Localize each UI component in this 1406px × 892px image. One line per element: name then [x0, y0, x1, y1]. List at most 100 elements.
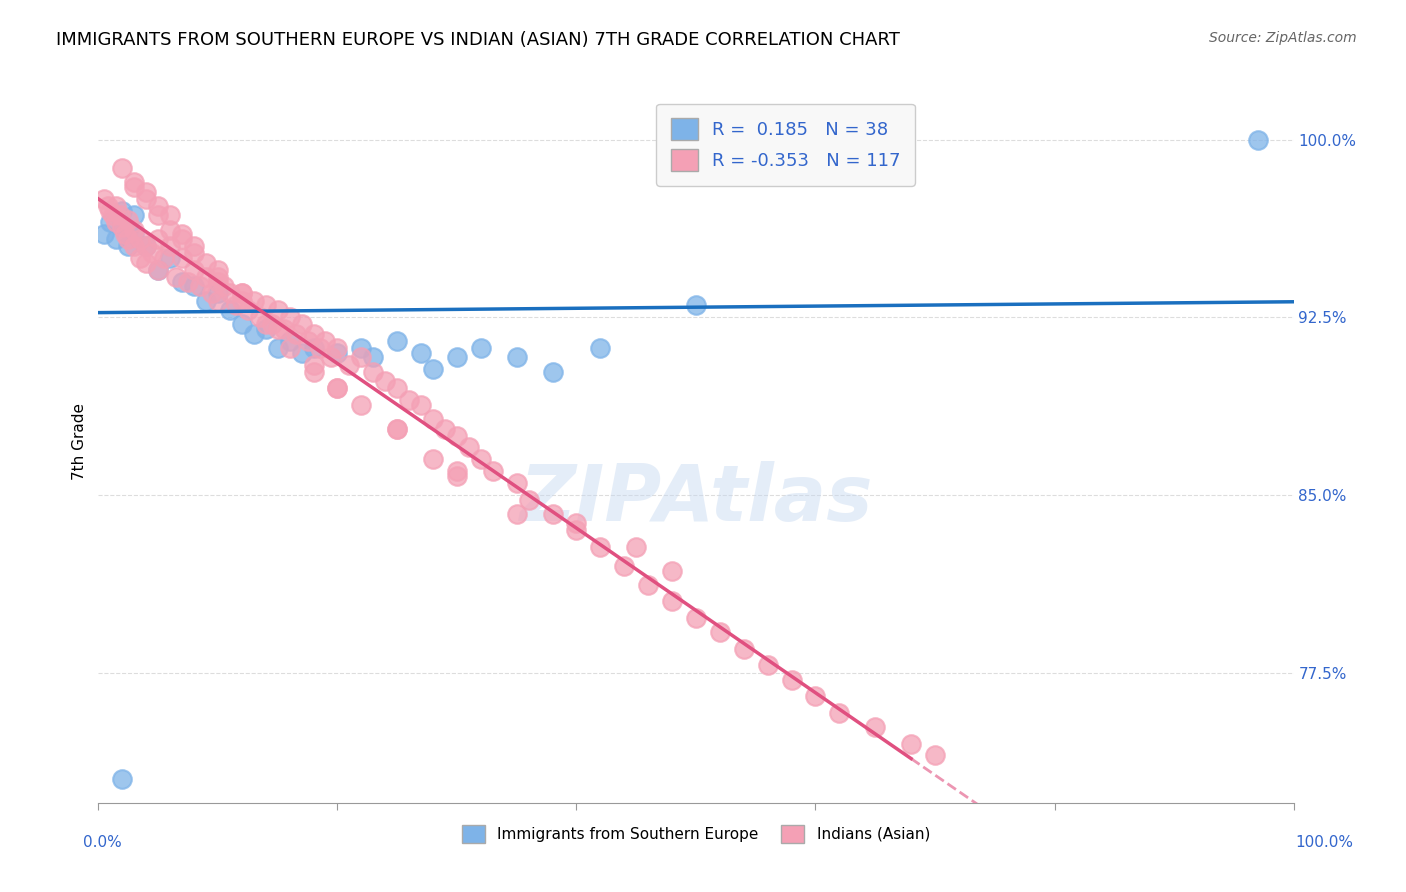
- Point: [124, 227, 146, 242]
- Point: [302, 326, 325, 341]
- Point: [733, 641, 755, 656]
- Point: [231, 318, 253, 332]
- Point: [517, 492, 540, 507]
- Point: [385, 334, 409, 348]
- Point: [98, 203, 122, 218]
- Point: [207, 275, 229, 289]
- Point: [159, 222, 181, 236]
- Point: [207, 293, 229, 308]
- Point: [756, 658, 779, 673]
- Point: [129, 232, 152, 246]
- Point: [159, 208, 181, 222]
- Point: [105, 215, 128, 229]
- Point: [470, 452, 492, 467]
- Point: [219, 286, 242, 301]
- Point: [148, 199, 170, 213]
- Point: [297, 334, 319, 348]
- Point: [114, 227, 136, 242]
- Point: [267, 341, 290, 355]
- Point: [900, 737, 922, 751]
- Point: [661, 564, 683, 578]
- Point: [780, 673, 803, 687]
- Point: [219, 303, 242, 318]
- Point: [93, 192, 115, 206]
- Point: [326, 345, 349, 359]
- Point: [291, 345, 314, 359]
- Point: [434, 421, 457, 435]
- Point: [101, 208, 124, 222]
- Point: [446, 351, 468, 365]
- Point: [385, 421, 409, 435]
- Point: [111, 772, 134, 786]
- Point: [422, 362, 444, 376]
- Text: ZIPAtlas: ZIPAtlas: [519, 461, 873, 537]
- Point: [148, 208, 170, 222]
- Point: [172, 275, 194, 289]
- Point: [105, 232, 128, 246]
- Point: [243, 293, 266, 308]
- Point: [195, 293, 218, 308]
- Point: [183, 262, 205, 277]
- Point: [195, 255, 218, 269]
- Text: IMMIGRANTS FROM SOUTHERN EUROPE VS INDIAN (ASIAN) 7TH GRADE CORRELATION CHART: IMMIGRANTS FROM SOUTHERN EUROPE VS INDIA…: [56, 31, 900, 49]
- Point: [385, 381, 409, 395]
- Y-axis label: 7th Grade: 7th Grade: [72, 403, 87, 480]
- Point: [385, 421, 409, 435]
- Point: [541, 365, 564, 379]
- Point: [108, 208, 131, 222]
- Point: [212, 279, 235, 293]
- Point: [315, 334, 337, 348]
- Point: [236, 303, 259, 318]
- Point: [124, 180, 146, 194]
- Point: [249, 310, 271, 325]
- Point: [422, 412, 444, 426]
- Point: [308, 341, 330, 355]
- Point: [98, 215, 122, 229]
- Point: [135, 192, 157, 206]
- Point: [411, 345, 433, 359]
- Point: [363, 351, 385, 365]
- Point: [339, 358, 361, 372]
- Point: [278, 341, 301, 355]
- Legend: Immigrants from Southern Europe, Indians (Asian): Immigrants from Southern Europe, Indians…: [456, 819, 936, 849]
- Point: [709, 625, 731, 640]
- Point: [422, 452, 444, 467]
- Point: [284, 326, 307, 341]
- Point: [350, 341, 373, 355]
- Point: [506, 351, 529, 365]
- Point: [260, 318, 283, 332]
- Point: [135, 255, 157, 269]
- Point: [111, 161, 134, 175]
- Point: [278, 310, 301, 325]
- Point: [93, 227, 115, 242]
- Point: [135, 239, 157, 253]
- Point: [924, 748, 946, 763]
- Point: [302, 358, 325, 372]
- Point: [302, 341, 325, 355]
- Point: [267, 303, 290, 318]
- Point: [243, 326, 266, 341]
- Point: [111, 220, 134, 235]
- Point: [105, 199, 128, 213]
- Point: [124, 175, 146, 189]
- Point: [254, 318, 277, 332]
- Point: [565, 524, 588, 538]
- Point: [124, 239, 146, 253]
- Point: [117, 213, 139, 227]
- Point: [446, 428, 468, 442]
- Point: [231, 286, 253, 301]
- Point: [350, 398, 373, 412]
- Point: [183, 279, 205, 293]
- Point: [177, 275, 200, 289]
- Point: [148, 232, 170, 246]
- Point: [470, 341, 492, 355]
- Point: [159, 239, 181, 253]
- Point: [565, 516, 588, 531]
- Point: [278, 334, 301, 348]
- Point: [350, 351, 373, 365]
- Point: [183, 239, 205, 253]
- Text: Source: ZipAtlas.com: Source: ZipAtlas.com: [1209, 31, 1357, 45]
- Point: [129, 251, 152, 265]
- Text: 0.0%: 0.0%: [83, 836, 122, 850]
- Point: [148, 262, 170, 277]
